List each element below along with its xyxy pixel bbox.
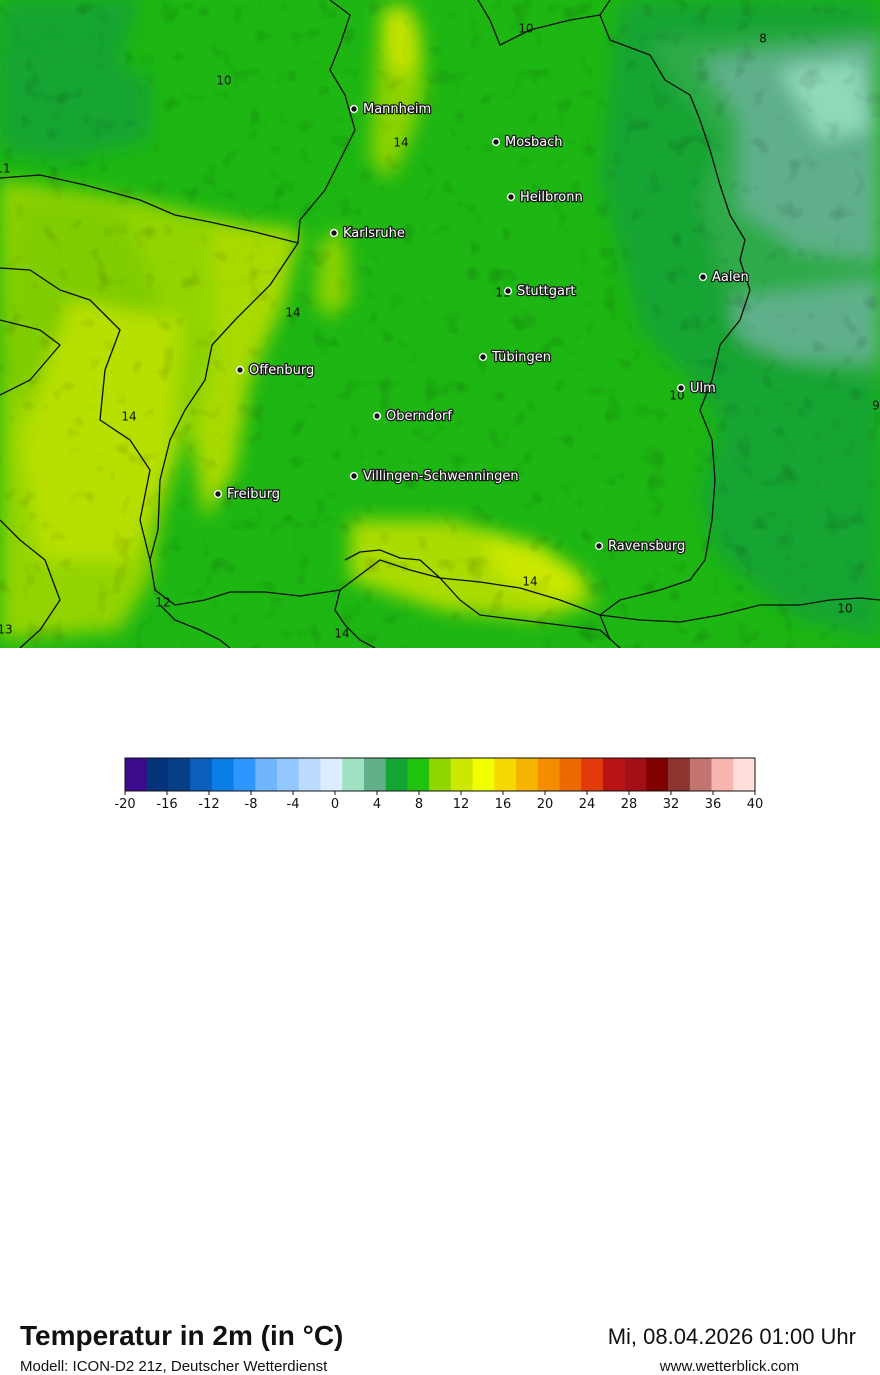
isoline-label: 14: [334, 627, 349, 641]
legend-tick-label: -20: [114, 797, 135, 812]
city-label: Aalen: [712, 270, 749, 285]
legend-swatch: [211, 758, 234, 791]
city-label: Villingen-Schwenningen: [363, 469, 519, 484]
city-dot: [372, 411, 382, 421]
city-dot: [235, 365, 245, 375]
valid-datetime: Mi, 08.04.2026 01:00 Uhr: [607, 1324, 856, 1349]
isoline-label: 10: [837, 602, 852, 616]
city-dot: [349, 471, 359, 481]
legend-tick-label: 32: [663, 797, 680, 812]
field-noise: [0, 0, 880, 648]
isoline-label: 10: [518, 22, 533, 36]
legend-swatch: [146, 758, 169, 791]
legend-tick-label: 40: [747, 797, 764, 812]
isoline-label: 14: [393, 136, 408, 150]
city-dot: [698, 272, 708, 282]
city-dot: [594, 541, 604, 551]
city-dot: [503, 286, 513, 296]
legend-tick-label: 36: [705, 797, 722, 812]
legend-swatch: [233, 758, 256, 791]
isoline-labels: 1081014111114109141412101314: [0, 22, 880, 641]
legend-swatch: [429, 758, 452, 791]
city-label: Oberndorf: [386, 409, 452, 424]
legend-swatch: [537, 758, 560, 791]
legend-tick-label: 0: [331, 797, 339, 812]
city-dot: [329, 228, 339, 238]
legend-tick-label: 4: [373, 797, 381, 812]
city-dot: [478, 352, 488, 362]
map-title: Temperatur in 2m (in °C): [20, 1320, 344, 1351]
city-label: Mannheim: [363, 102, 431, 117]
legend-swatch: [125, 758, 148, 791]
legend-swatch: [190, 758, 213, 791]
temperature-map: 1081014111114109141412101314 MannheimMos…: [0, 0, 880, 648]
legend-swatch: [255, 758, 278, 791]
legend-tick-label: 20: [537, 797, 554, 812]
legend-tick-label: 8: [415, 797, 423, 812]
legend-tick-label: 28: [621, 797, 638, 812]
city-label: Tübingen: [491, 350, 551, 365]
isoline-label: 14: [121, 410, 136, 424]
city-dot: [349, 104, 359, 114]
city-label: Freiburg: [227, 487, 280, 502]
legend-swatch: [277, 758, 300, 791]
state-borders: [0, 0, 880, 648]
isoline-label: 8: [759, 32, 767, 46]
legend-frame: [124, 757, 756, 792]
legend-tick-label: -8: [245, 797, 258, 812]
legend-swatch: [450, 758, 473, 791]
legend-swatch: [168, 758, 191, 791]
city-markers: Mannheim Mosbach Heilbronn Karlsruhe Aalen St…: [213, 101, 750, 555]
legend-tick-label: 24: [579, 797, 596, 812]
city-label: Offenburg: [249, 363, 314, 378]
legend-swatch: [559, 758, 582, 791]
legend-swatch: [494, 758, 517, 791]
legend-swatch: [342, 758, 365, 791]
city-label: Heilbronn: [520, 190, 583, 205]
city-dot: [213, 489, 223, 499]
legend-swatch: [711, 758, 734, 791]
legend-swatch: [581, 758, 604, 791]
isoline-label: 14: [285, 306, 300, 320]
legend-swatch: [320, 758, 343, 791]
website-url: www.wetterblick.com: [659, 1358, 799, 1375]
legend-swatch: [298, 758, 321, 791]
legend-tick-label: -4: [287, 797, 300, 812]
legend-swatch: [363, 758, 386, 791]
isoline-label: 10: [216, 74, 231, 88]
isoline-label: 12: [155, 596, 170, 610]
legend-swatch: [646, 758, 669, 791]
isoline-label: 13: [0, 623, 13, 637]
city-label: Mosbach: [505, 135, 563, 150]
city-label: Ulm: [690, 381, 716, 396]
legend-swatch: [624, 758, 647, 791]
legend-swatch: [385, 758, 408, 791]
city-dot: [506, 192, 516, 202]
legend-swatch: [407, 758, 430, 791]
city-label: Ravensburg: [608, 539, 685, 554]
legend-tick-label: -12: [198, 797, 219, 812]
city-dot: [491, 137, 501, 147]
city-dot: [676, 383, 686, 393]
legend-tick-label: 16: [495, 797, 512, 812]
isoline-label: 11: [0, 162, 11, 176]
legend-swatch: [733, 758, 756, 791]
isoline-label: 9: [872, 399, 880, 413]
city-label: Karlsruhe: [343, 226, 405, 241]
legend-swatch: [602, 758, 625, 791]
legend-swatch: [472, 758, 495, 791]
legend-swatch: [668, 758, 691, 791]
model-source: Modell: ICON-D2 21z, Deutscher Wetterdie…: [20, 1358, 328, 1375]
legend-swatch: [689, 758, 712, 791]
city-label: Stuttgart: [517, 284, 575, 299]
color-legend: -20 -16 -12 -8 -4 0 4 8 12 16 20 24 28 32 36 40: [114, 757, 764, 812]
legend-tick-label: 12: [453, 797, 470, 812]
legend-swatch: [516, 758, 539, 791]
legend-tick-label: -16: [156, 797, 177, 812]
isoline-label: 14: [522, 575, 537, 589]
